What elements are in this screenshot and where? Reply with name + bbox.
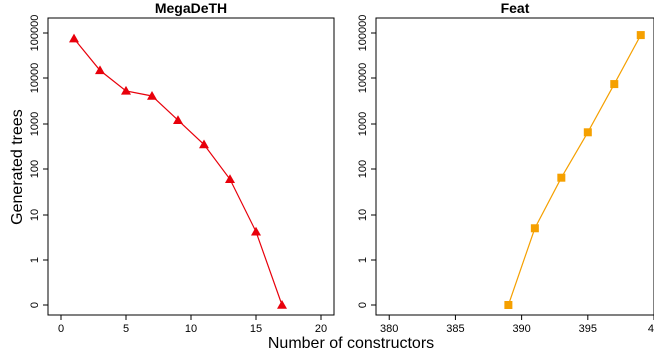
- data-point: [251, 226, 261, 236]
- data-point: [610, 80, 619, 89]
- data-point: [147, 90, 157, 100]
- x-tick-label: 380: [380, 323, 398, 335]
- data-point: [225, 174, 235, 184]
- y-tick-label: 100: [29, 160, 41, 178]
- panel-feat: Feat380385390395401000001000010001001010: [357, 0, 654, 335]
- x-tick-label: 40: [648, 323, 654, 335]
- panel-title: Feat: [501, 0, 530, 16]
- x-tick-label: 5: [123, 323, 129, 335]
- data-point: [530, 224, 539, 233]
- data-point: [277, 300, 287, 309]
- x-tick-label: 0: [58, 323, 64, 335]
- y-axis-label: Generated trees: [9, 109, 26, 225]
- x-axis-label: Number of constructors: [268, 335, 434, 352]
- y-tick-label: 100000: [357, 15, 369, 52]
- y-tick-label: 10000: [29, 63, 41, 94]
- series-line: [73, 38, 283, 306]
- y-tick-label: 10: [29, 209, 41, 221]
- data-point: [173, 115, 183, 124]
- data-point: [636, 31, 645, 40]
- x-tick-label: 385: [446, 323, 464, 335]
- x-tick-label: 20: [315, 323, 327, 335]
- x-tick-label: 395: [579, 323, 597, 335]
- y-tick-label: 100: [357, 160, 369, 178]
- x-tick-label: 15: [250, 323, 262, 335]
- y-tick-label: 100000: [29, 15, 41, 52]
- y-tick-label: 0: [29, 302, 41, 308]
- data-point: [583, 128, 592, 137]
- y-tick-label: 1: [357, 257, 369, 263]
- y-tick-label: 10: [357, 209, 369, 221]
- data-point: [557, 173, 566, 182]
- data-point: [121, 85, 131, 95]
- y-tick-label: 1000: [29, 112, 41, 136]
- plot-frame: [47, 17, 335, 316]
- series-line: [507, 34, 642, 306]
- y-tick-label: 0: [357, 302, 369, 308]
- x-tick-label: 390: [512, 323, 530, 335]
- plot-frame: [375, 17, 654, 316]
- y-tick-label: 1: [29, 257, 41, 263]
- data-point: [199, 139, 209, 149]
- x-tick-label: 10: [185, 323, 197, 335]
- data-point: [95, 65, 105, 75]
- y-tick-label: 1000: [357, 112, 369, 136]
- panel-title: MegaDeTH: [155, 0, 227, 16]
- data-point: [504, 301, 513, 309]
- y-tick-label: 10000: [357, 63, 369, 94]
- data-point: [69, 33, 79, 43]
